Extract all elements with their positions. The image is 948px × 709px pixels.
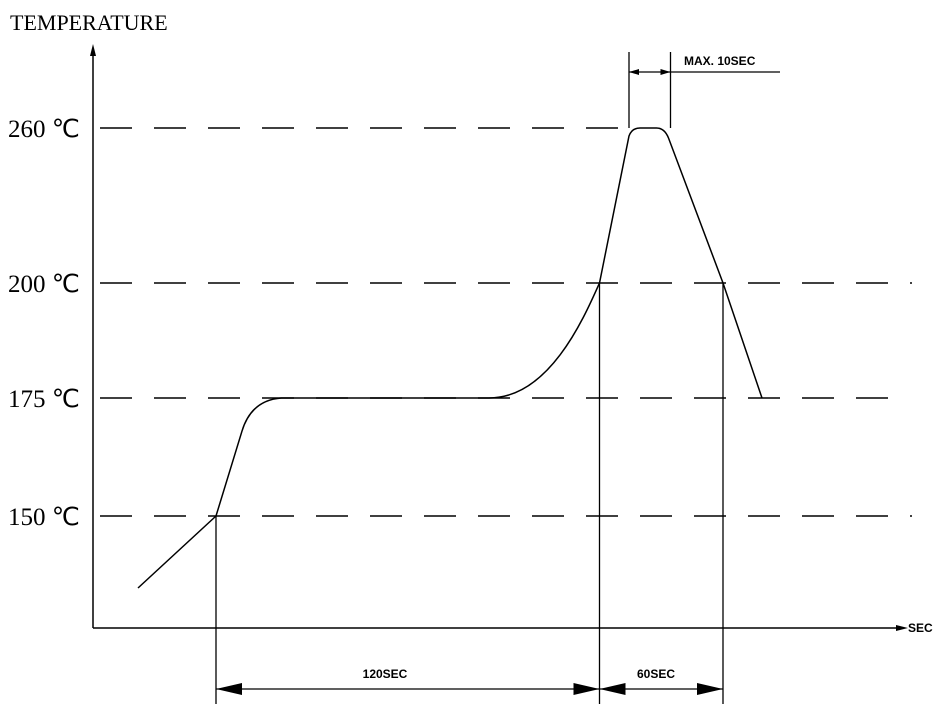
y-level-label-175: 175 ℃ [8, 386, 80, 413]
span-label-120sec: 120SEC [363, 667, 408, 681]
max10-right-arrow-icon [660, 69, 671, 75]
y-level-label-260: 260 ℃ [8, 116, 80, 143]
x-axis-title: SEC [908, 621, 933, 635]
profile-curve [137, 127, 763, 589]
y-level-label-200: 200 ℃ [8, 271, 80, 298]
time-guides [215, 52, 780, 704]
y-axis-title: TEMPERATURE [10, 10, 168, 35]
y-level-label-150: 150 ℃ [8, 504, 80, 531]
temperature-levels: 150 ℃ 175 ℃ 200 ℃ 260 ℃ [8, 116, 912, 531]
span-label-max-10sec: MAX. 10SEC [684, 54, 756, 68]
span-120sec-left-arrow-icon [216, 683, 242, 695]
span-label-60sec: 60SEC [637, 667, 675, 681]
max10-left-arrow-icon [629, 69, 639, 75]
span-60sec-right-arrow-icon [697, 683, 723, 695]
x-axis-arrow-icon [896, 625, 908, 631]
y-axis-arrow-icon [90, 44, 96, 56]
span-120sec-right-arrow-icon [573, 683, 600, 695]
span-60sec-left-arrow-icon [599, 683, 626, 695]
